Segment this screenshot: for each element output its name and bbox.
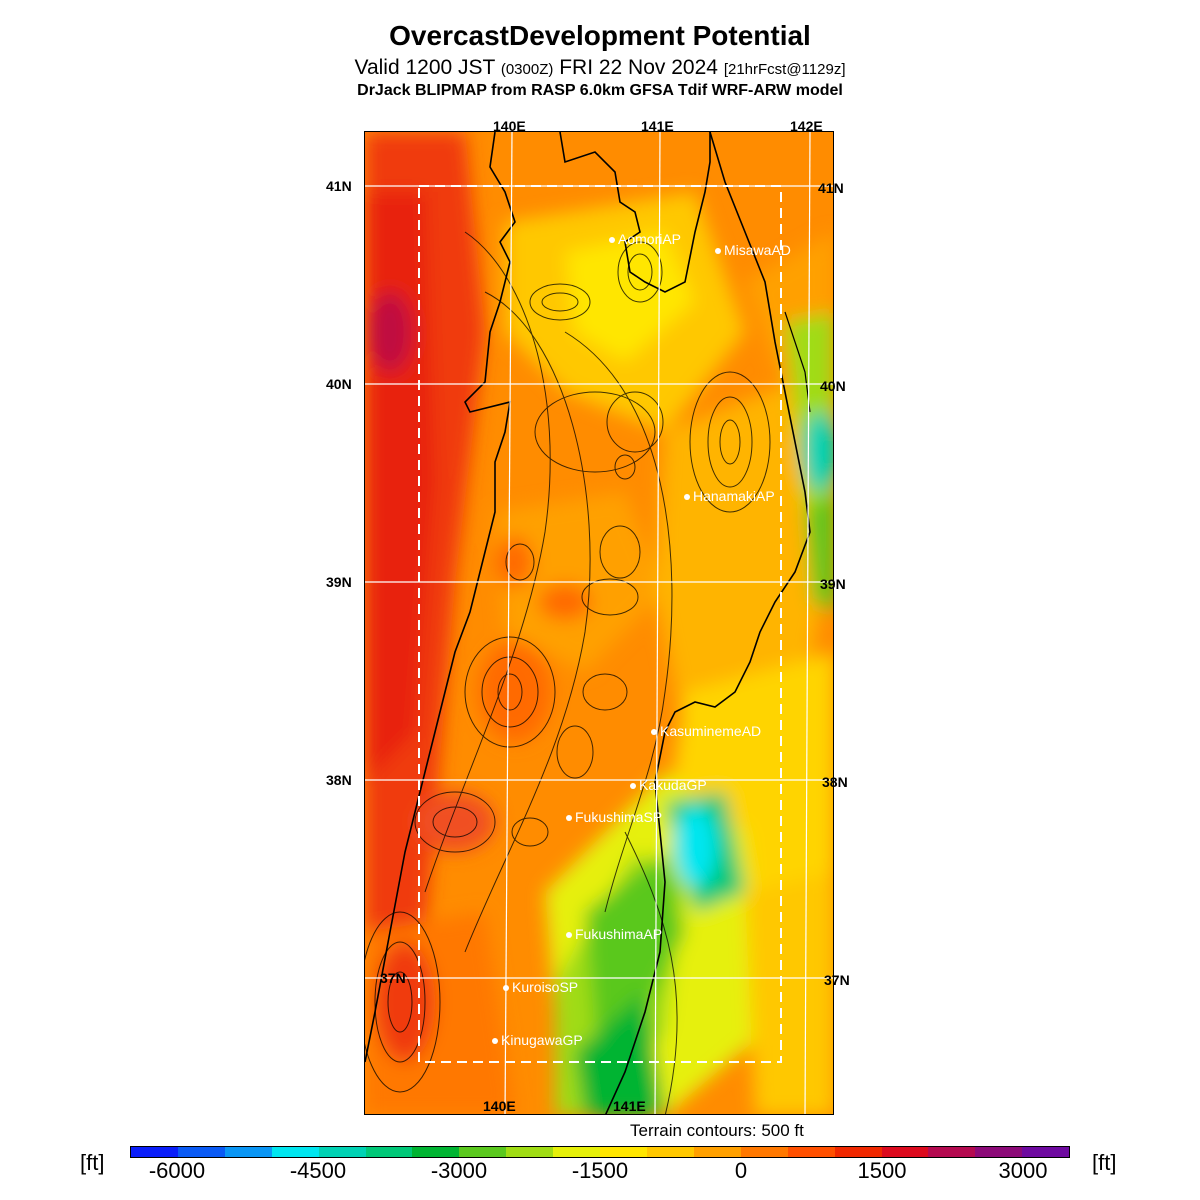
station-dot-icon: [609, 237, 615, 244]
lat-label-left-39n: 39N: [326, 574, 352, 590]
lat-label-left-41n: 41N: [326, 178, 352, 194]
colorbar-tick: -3000: [430, 1158, 488, 1183]
colorbar-tick: -1500: [571, 1158, 629, 1183]
station-fukushimasp: FukushimaSP: [566, 809, 662, 825]
colorbar-swatch-13: [740, 1147, 788, 1157]
colorbar-swatch-15: [834, 1147, 882, 1157]
station-dot-icon: [630, 783, 636, 790]
station-kakudagp: KakudaGP: [630, 777, 707, 793]
colorbar-swatch-18: [975, 1147, 1023, 1157]
lat-label-left-37n: 37N: [380, 970, 406, 986]
coastline: [365, 132, 811, 1114]
colorbar-swatch-6: [412, 1147, 460, 1157]
forecast-map: [364, 131, 834, 1115]
lon-label-top-141e: 141E: [641, 118, 674, 134]
lat-label-left-38n: 38N: [326, 772, 352, 788]
colorbar-swatch-1: [177, 1147, 225, 1157]
station-fukushimaap: FukushimaAP: [566, 926, 662, 942]
station-dot-icon: [651, 729, 657, 736]
colorbar-tick: -4500: [289, 1158, 347, 1183]
colorbar-swatch-11: [646, 1147, 694, 1157]
colorbar-swatch-0: [131, 1147, 178, 1157]
colorbar-swatch-3: [271, 1147, 319, 1157]
colorbar-unit-right: [ft]: [1092, 1150, 1117, 1175]
lat-label-right-41n: 41N: [818, 180, 844, 196]
colorbar-swatch-19: [1022, 1147, 1070, 1157]
valid-utc: (0300Z): [500, 61, 554, 78]
colorbar-swatch-10: [600, 1147, 647, 1157]
station-kinugawagp: KinugawaGP: [492, 1032, 583, 1048]
station-dot-icon: [492, 1038, 498, 1045]
valid-prefix: Valid 1200 JST: [354, 56, 495, 79]
station-aomoriap: AomoriAP: [609, 231, 681, 247]
colorbar-unit-left: [ft]: [80, 1150, 105, 1175]
station-kuroisosp: KuroisoSP: [503, 979, 578, 995]
station-misawaad: MisawaAD: [715, 242, 791, 258]
lat-lon-grid: [365, 132, 833, 1114]
valid-time-line: Valid 1200 JST (0300Z) FRI 22 Nov 2024 […: [0, 56, 1200, 80]
colorbar-swatch-4: [318, 1147, 366, 1157]
colorbar-tick: 3000: [998, 1158, 1048, 1183]
colorbar-tick: 0: [734, 1158, 748, 1183]
colorbar-tick: 1500: [857, 1158, 907, 1183]
station-dot-icon: [684, 494, 690, 501]
lat-label-left-40n: 40N: [326, 376, 352, 392]
station-kasuminemead: KasuminemeAD: [651, 723, 761, 739]
model-line: DrJack BLIPMAP from RASP 6.0km GFSA Tdif…: [357, 82, 843, 99]
colorbar-swatch-16: [881, 1147, 929, 1157]
lat-label-right-40n: 40N: [820, 378, 846, 394]
map-title: OvercastDevelopment Potential: [389, 20, 811, 51]
colorbar-swatch-9: [553, 1147, 601, 1157]
lon-label-top-142e: 142E: [790, 118, 823, 134]
forecast-info: [21hrFcst@1129z]: [723, 61, 846, 78]
colorbar-swatch-2: [224, 1147, 272, 1157]
colorbar: [130, 1146, 1070, 1158]
colorbar-swatch-7: [459, 1147, 507, 1157]
station-dot-icon: [566, 932, 572, 939]
lat-label-right-38n: 38N: [822, 774, 848, 790]
station-dot-icon: [566, 815, 572, 822]
lat-label-right-37n: 37N: [824, 972, 850, 988]
valid-date: FRI 22 Nov 2024: [559, 56, 718, 79]
domain-boundary: [418, 185, 782, 1063]
lon-label-top-140e: 140E: [493, 118, 526, 134]
terrain-contours: [365, 231, 771, 1114]
colorbar-swatch-17: [928, 1147, 976, 1157]
colorbar-swatch-8: [506, 1147, 554, 1157]
colorbar-tick: -6000: [148, 1158, 206, 1183]
lon-label-bottom-141e: 141E: [613, 1098, 646, 1114]
lon-label-bottom-140e: 140E: [483, 1098, 516, 1114]
lat-label-right-39n: 39N: [820, 576, 846, 592]
map-field: [365, 132, 833, 1114]
station-dot-icon: [503, 985, 509, 992]
colorbar-swatch-5: [365, 1147, 413, 1157]
station-hanamakiap: HanamakiAP: [684, 488, 775, 504]
colorbar-swatch-14: [787, 1147, 835, 1157]
colorbar-swatch-12: [693, 1147, 741, 1157]
station-dot-icon: [715, 248, 721, 255]
terrain-contour-note: Terrain contours: 500 ft: [630, 1121, 804, 1140]
